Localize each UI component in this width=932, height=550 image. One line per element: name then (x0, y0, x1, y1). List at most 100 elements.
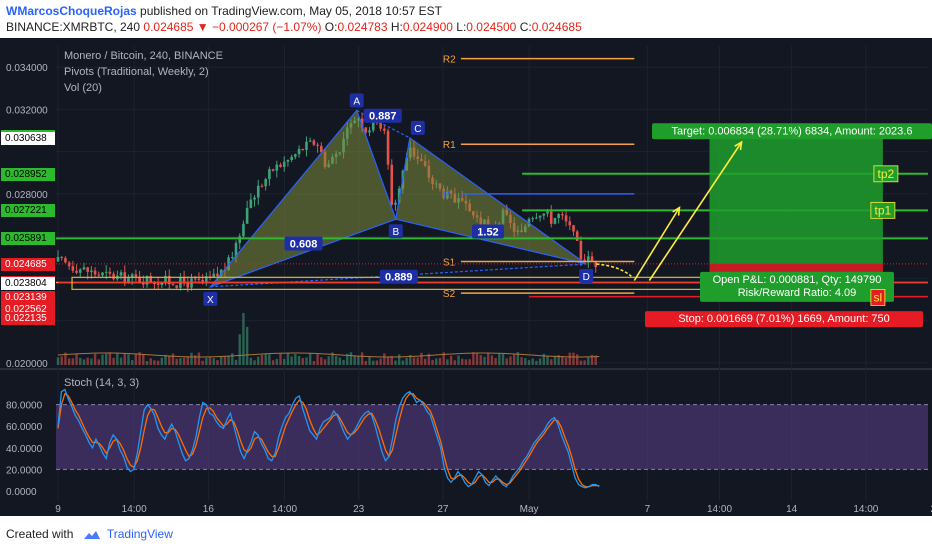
candle-body (279, 164, 282, 167)
volume-bar (108, 352, 112, 365)
candle-body (145, 275, 149, 285)
volume-bar (297, 355, 301, 365)
volume-bar (442, 352, 445, 365)
volume-bar (130, 360, 134, 365)
open-value: 0.024783 (337, 20, 388, 34)
open-pnl-label-bg (700, 271, 894, 302)
volume-bar (153, 360, 156, 365)
volume-bar (483, 356, 486, 365)
volume-bar (475, 352, 479, 365)
volume-bar (242, 313, 245, 365)
x-axis-label: 27 (437, 504, 449, 515)
candle-body (590, 256, 594, 262)
volume-bar (423, 358, 427, 365)
tradingview-brand[interactable]: TradingView (106, 527, 173, 541)
candle-body (271, 169, 275, 171)
candle-body (216, 273, 219, 277)
low-label: L: (456, 20, 467, 34)
volume-bar (308, 353, 312, 365)
candle-body (301, 148, 305, 151)
annotation-sl-bg (870, 288, 886, 306)
volume-bar (550, 359, 553, 365)
volume-bar (134, 353, 138, 365)
volume-bar (538, 358, 542, 365)
chart-canvas[interactable]: 0.034000 0.032000 0.028000 0.020000 R2 R1 P S1 S… (0, 38, 932, 516)
volume-bar (427, 353, 431, 365)
volume-bar (234, 359, 238, 365)
volume-bar (438, 358, 442, 365)
volume-bar (349, 352, 353, 365)
volume-bar (401, 360, 405, 365)
candle-body (320, 145, 323, 153)
volume-bar (194, 355, 197, 365)
candle-body (104, 271, 108, 273)
legend-stoch: Stoch (14, 3, 3) (64, 377, 140, 389)
footer: Created with TradingView (0, 516, 932, 550)
candle-body (67, 262, 71, 267)
candle-body (242, 223, 245, 237)
volume-bar (583, 360, 586, 365)
volume-bar (346, 353, 349, 365)
volume-bar (86, 357, 89, 365)
harmonic-xab-triangle (208, 109, 397, 289)
volume-bar (101, 354, 104, 365)
author-link[interactable]: WMarcosChoqueRojas (6, 4, 137, 18)
volume-bar (431, 359, 434, 365)
volume-bar (527, 360, 531, 365)
candle-body (575, 231, 579, 241)
x-axis-label: 14 (786, 504, 798, 515)
volume-bar (245, 326, 249, 365)
volume-bar (338, 357, 342, 365)
volume-bar (93, 353, 97, 365)
candle-body (93, 270, 97, 275)
candle-body (256, 185, 260, 198)
candle-body (390, 164, 394, 205)
volume-bar (386, 357, 390, 365)
x-axis-label: 14:00 (853, 504, 878, 515)
candle-body (197, 278, 201, 280)
candle-body (127, 277, 130, 284)
symbol-label: BINANCE:XMRBTC, 240 (6, 20, 141, 34)
x-axis-label: 23 (353, 504, 365, 515)
harmonic-ratio-bg (363, 108, 402, 123)
annotation-tp1-bg (870, 201, 896, 219)
volume-bar (509, 356, 512, 365)
volume-bar (223, 356, 227, 365)
volume-bar (327, 356, 330, 365)
harmonic-point-c-bg (410, 120, 425, 135)
volume-bar (372, 360, 375, 365)
volume-bar (353, 355, 356, 365)
chart-header: WMarcosChoqueRojas published on TradingV… (0, 0, 932, 38)
candle-body (71, 266, 75, 271)
volume-bar (594, 355, 597, 365)
target-label: Target: 0.006834 (28.71%) 6834, Amount: … (652, 123, 932, 140)
candle-body (538, 215, 542, 218)
candle-body (175, 285, 178, 288)
volume-bar (201, 360, 204, 365)
x-axis-label: 14:00 (272, 504, 297, 515)
candle-body (379, 122, 382, 129)
candle-body (149, 275, 153, 283)
volume-bar (301, 358, 304, 365)
volume-bar (572, 352, 575, 365)
volume-bar (105, 353, 108, 365)
candle-body (156, 283, 160, 285)
annotation-tp2-bg (873, 165, 899, 183)
candle-body (561, 214, 564, 216)
candle-body (134, 274, 138, 277)
x-axis-label: 9 (55, 504, 61, 515)
harmonic-bcd-triangle (395, 136, 587, 265)
volume-bar (531, 358, 534, 365)
harmonic-point-c: C (414, 124, 421, 135)
volume-bar (190, 352, 193, 365)
volume-bar (375, 360, 379, 365)
volume-bar (123, 353, 126, 365)
harmonic-point-a-bg (349, 93, 364, 108)
chart-svg[interactable]: 0.034000 0.032000 0.028000 0.020000 R2 R1 P S1 S… (0, 38, 932, 516)
harmonic-point-b: B (392, 227, 399, 238)
volume-bar (279, 353, 282, 365)
candle-body (286, 160, 290, 162)
open-pnl-label: Open P&L: 0.000881, Qty: 149790Risk/Rewa… (700, 271, 894, 302)
volume-bar (416, 357, 419, 365)
volume-bar (579, 360, 583, 365)
